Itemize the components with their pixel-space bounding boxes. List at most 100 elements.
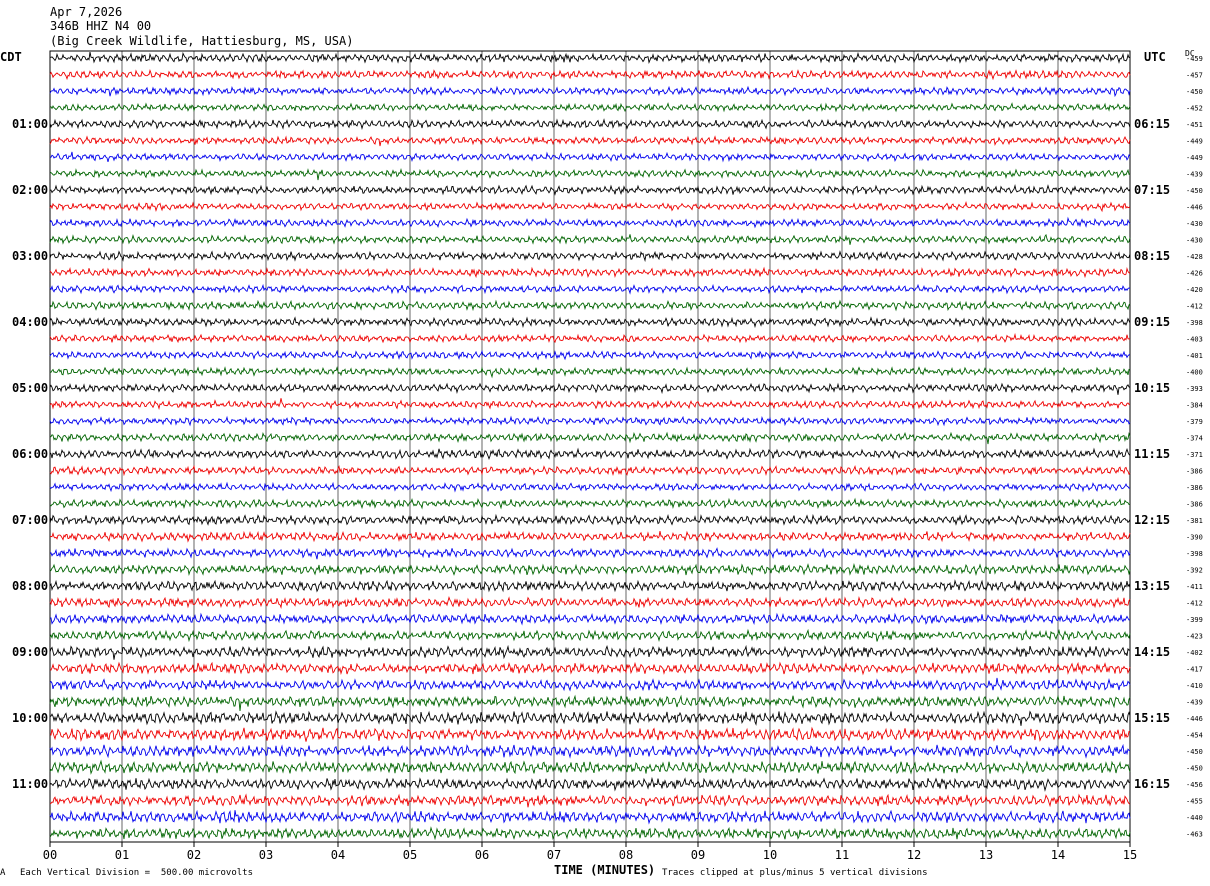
- dc-offset-label: -449: [1186, 154, 1203, 162]
- trace-line: [49, 710, 1131, 726]
- x-tick-label: 02: [187, 848, 201, 862]
- dc-offset-label: -412: [1186, 303, 1203, 311]
- trace-line: [49, 596, 1131, 610]
- dc-offset-label: -455: [1186, 798, 1203, 806]
- trace-line: [49, 398, 1131, 410]
- dc-offset-label: -446: [1186, 204, 1203, 212]
- right-hour-label: 11:15: [1134, 447, 1170, 461]
- trace-line: [49, 431, 1131, 445]
- trace-line: [49, 776, 1131, 792]
- dc-offset-label: -386: [1186, 484, 1203, 492]
- dc-offset-label: -411: [1186, 583, 1203, 591]
- dc-offset-label: -450: [1186, 88, 1203, 96]
- dc-offset-label: -374: [1186, 435, 1203, 443]
- dc-offset-label: -393: [1186, 385, 1203, 393]
- right-hour-label: 10:15: [1134, 381, 1170, 395]
- trace-line: [49, 809, 1131, 825]
- dc-offset-label: -450: [1186, 748, 1203, 756]
- left-hour-label: 07:00: [12, 513, 48, 527]
- dc-offset-label: -403: [1186, 336, 1203, 344]
- dc-offset-label: -452: [1186, 105, 1203, 113]
- trace-line: [49, 628, 1131, 643]
- x-tick-label: 05: [403, 848, 417, 862]
- dc-offset-label: -417: [1186, 666, 1203, 674]
- right-hour-label: 14:15: [1134, 645, 1170, 659]
- dc-offset-label: -379: [1186, 418, 1203, 426]
- dc-offset-label: -402: [1186, 649, 1203, 657]
- right-hour-label: 13:15: [1134, 579, 1170, 593]
- dc-offset-label: -439: [1186, 171, 1203, 179]
- x-axis-title: TIME (MINUTES): [554, 863, 656, 877]
- trace-line: [49, 481, 1131, 493]
- right-timezone-label: UTC: [1144, 50, 1166, 64]
- trace-line: [49, 299, 1131, 312]
- left-hour-label: 02:00: [12, 183, 48, 197]
- left-hour-label: 08:00: [12, 579, 48, 593]
- trace-line: [49, 250, 1131, 263]
- trace-line: [49, 644, 1131, 660]
- x-tick-label: 14: [1051, 848, 1065, 862]
- trace-line: [49, 612, 1131, 626]
- right-hour-label: 15:15: [1134, 711, 1170, 725]
- right-hour-label: 08:15: [1134, 249, 1170, 263]
- dc-offset-label: -401: [1186, 352, 1203, 360]
- dc-offset-label: -410: [1186, 682, 1203, 690]
- trace-line: [49, 135, 1131, 147]
- left-hour-label: 11:00: [12, 777, 48, 791]
- dc-offset-label: -459: [1186, 55, 1203, 63]
- x-tick-label: 03: [259, 848, 273, 862]
- left-hour-label: 03:00: [12, 249, 48, 263]
- plot-frame: [49, 50, 1131, 843]
- dc-offset-label: -386: [1186, 468, 1203, 476]
- trace-line: [49, 349, 1131, 361]
- scale-note: Each Vertical Division = 500.00 microvol…: [20, 868, 253, 878]
- x-tick-label: 06: [475, 848, 489, 862]
- header-date: Apr 7,2026: [50, 5, 123, 19]
- dc-offset-label: -392: [1186, 567, 1203, 575]
- left-hour-label: 05:00: [12, 381, 48, 395]
- trace-line: [49, 826, 1131, 841]
- trace-line: [49, 415, 1131, 427]
- trace-line: [49, 677, 1131, 692]
- left-hour-label: 10:00: [12, 711, 48, 725]
- trace-line: [49, 726, 1131, 742]
- right-hour-label: 16:15: [1134, 777, 1170, 791]
- x-tick-label: 12: [907, 848, 921, 862]
- trace-line: [49, 316, 1131, 329]
- dc-offset-label: -449: [1186, 138, 1203, 146]
- dc-offset-label: -400: [1186, 369, 1203, 377]
- left-hour-label: 09:00: [12, 645, 48, 659]
- dc-offset-label: -456: [1186, 781, 1203, 789]
- trace-line: [49, 51, 1131, 64]
- right-hour-label: 09:15: [1134, 315, 1170, 329]
- trace-line: [49, 151, 1131, 163]
- dc-column-label: DC: [1185, 49, 1195, 58]
- trace-line: [49, 547, 1131, 560]
- dc-offset-label: -450: [1186, 765, 1203, 773]
- dc-offset-label: -423: [1186, 633, 1203, 641]
- dc-offset-label: -384: [1186, 402, 1203, 410]
- header-location: (Big Creek Wildlife, Hattiesburg, MS, US…: [50, 34, 354, 48]
- dc-offset-label: -426: [1186, 270, 1203, 278]
- x-tick-label: 08: [619, 848, 633, 862]
- trace-line: [49, 497, 1131, 510]
- dc-offset-label: -381: [1186, 517, 1203, 525]
- x-tick-label: 10: [763, 848, 777, 862]
- dc-offset-label: -371: [1186, 451, 1203, 459]
- dc-offset-label: -451: [1186, 121, 1203, 129]
- trace-line: [49, 184, 1131, 196]
- trace-line: [49, 283, 1131, 295]
- trace-line: [49, 562, 1131, 577]
- x-tick-label: 09: [691, 848, 705, 862]
- dc-offset-label: -398: [1186, 550, 1203, 558]
- x-tick-label: 07: [547, 848, 561, 862]
- dc-offset-label: -457: [1186, 72, 1203, 80]
- trace-line: [49, 85, 1131, 98]
- dc-offset-label: -398: [1186, 319, 1203, 327]
- left-timezone-label: CDT: [0, 50, 22, 64]
- trace-line: [49, 266, 1131, 279]
- dc-offset-label: -386: [1186, 501, 1203, 509]
- trace-line: [49, 743, 1131, 759]
- dc-offset-label: -390: [1186, 534, 1203, 542]
- trace-line: [49, 366, 1131, 379]
